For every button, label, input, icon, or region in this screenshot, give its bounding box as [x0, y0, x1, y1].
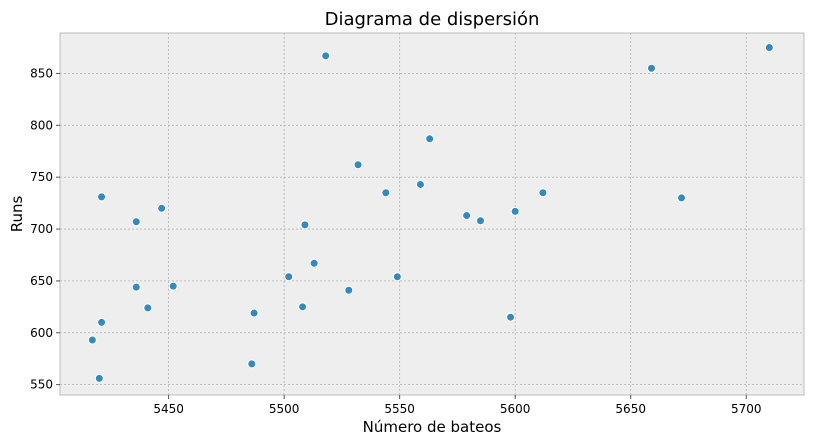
x-tick-label: 5700	[731, 402, 762, 416]
scatter-point	[321, 51, 331, 61]
y-tick-label: 750	[30, 170, 53, 184]
scatter-point	[97, 192, 107, 202]
y-tick-label: 700	[30, 222, 53, 236]
y-tick-label: 550	[30, 378, 53, 392]
y-axis-label: Runs	[8, 196, 26, 233]
scatter-point	[87, 335, 97, 345]
scatter-point	[247, 359, 257, 369]
scatter-point	[157, 203, 167, 213]
scatter-point	[381, 188, 391, 198]
scatter-point	[97, 317, 107, 327]
scatter-point	[94, 373, 104, 383]
scatter-point	[353, 160, 363, 170]
x-tick-label: 5550	[384, 402, 415, 416]
x-tick-label: 5600	[500, 402, 531, 416]
scatter-point	[462, 211, 472, 221]
x-tick-label: 5650	[615, 402, 646, 416]
scatter-point	[249, 308, 259, 318]
y-tick-label: 650	[30, 274, 53, 288]
scatter-point	[677, 193, 687, 203]
y-tick-label: 600	[30, 326, 53, 340]
chart-title: Diagrama de dispersión	[325, 9, 540, 30]
scatter-point	[392, 272, 402, 282]
scatter-point	[309, 258, 319, 268]
y-tick-label: 850	[30, 66, 53, 80]
scatter-point	[298, 302, 308, 312]
scatter-point	[425, 134, 435, 144]
scatter-point	[506, 312, 516, 322]
scatter-point	[476, 216, 486, 226]
scatter-point	[300, 220, 310, 230]
scatter-point	[510, 206, 520, 216]
scatter-point	[143, 303, 153, 313]
x-tick-label: 5450	[153, 402, 184, 416]
x-tick-label: 5500	[269, 402, 300, 416]
grid-lines	[60, 33, 804, 395]
scatter-point	[131, 217, 141, 227]
scatter-point	[131, 282, 141, 292]
scatter-point	[415, 179, 425, 189]
axis-ticks: 5450 5500 5550 5600 5650 5700 550 600 650 700 750 8…	[30, 66, 761, 416]
plot-area	[59, 32, 805, 396]
scatter-point	[538, 188, 548, 198]
data-points	[87, 43, 774, 383]
scatter-point	[344, 285, 354, 295]
x-axis-label: Número de bateos	[363, 418, 502, 436]
scatter-point	[168, 281, 178, 291]
scatter-point	[647, 63, 657, 73]
scatter-point	[764, 43, 774, 53]
scatter-point	[284, 272, 294, 282]
y-tick-label: 800	[30, 118, 53, 132]
